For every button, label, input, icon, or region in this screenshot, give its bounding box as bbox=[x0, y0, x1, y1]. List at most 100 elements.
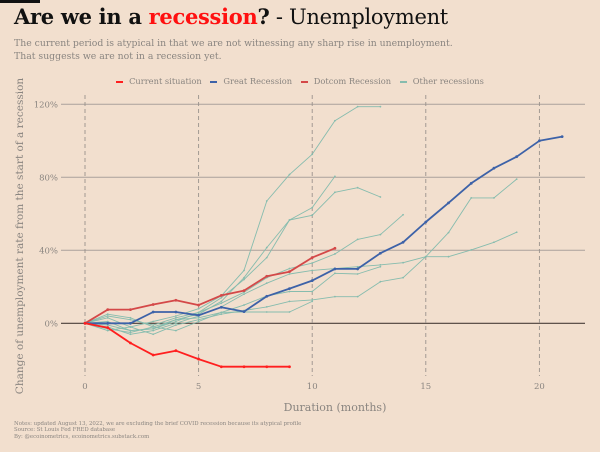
legend-swatch-current bbox=[116, 80, 124, 83]
legend-label: Dotcom Recession bbox=[313, 76, 392, 86]
data-point-other bbox=[243, 269, 245, 272]
data-point-other bbox=[379, 265, 382, 268]
data-point-other bbox=[129, 326, 132, 328]
data-point-current bbox=[197, 357, 201, 361]
notes: Notes: updated August 13, 2022, we are e… bbox=[14, 421, 301, 440]
data-point-other bbox=[129, 333, 132, 336]
data-point-other bbox=[379, 105, 382, 108]
data-point-other bbox=[106, 316, 109, 319]
data-point-other bbox=[311, 153, 314, 156]
legend-label: Great Recession bbox=[223, 76, 293, 86]
data-point-dotcom bbox=[288, 270, 291, 274]
legend-swatch-other bbox=[399, 80, 407, 83]
legend-item-other: Other recessions bbox=[399, 76, 484, 86]
data-point-great bbox=[378, 251, 382, 255]
title-bold: Are we in a bbox=[14, 4, 149, 29]
data-point-other bbox=[243, 278, 245, 281]
data-point-other bbox=[243, 293, 245, 295]
data-point-other bbox=[493, 197, 495, 199]
data-point-other bbox=[311, 269, 314, 272]
data-point-other bbox=[174, 318, 177, 321]
data-point-other bbox=[220, 300, 223, 303]
data-point-other bbox=[197, 318, 200, 321]
data-point-other bbox=[220, 311, 223, 314]
data-point-current bbox=[129, 341, 132, 345]
data-point-dotcom bbox=[333, 246, 337, 250]
data-point-other bbox=[379, 280, 382, 283]
data-point-other bbox=[106, 315, 109, 317]
data-point-current bbox=[174, 349, 178, 353]
series-line-other bbox=[84, 178, 517, 335]
data-point-other bbox=[356, 295, 359, 298]
data-point-other bbox=[174, 329, 177, 332]
data-point-other bbox=[129, 331, 132, 334]
data-point-other bbox=[152, 324, 155, 327]
data-point-other bbox=[152, 320, 155, 323]
data-point-great bbox=[515, 155, 519, 159]
data-point-great bbox=[106, 321, 110, 325]
data-point-dotcom bbox=[265, 274, 269, 278]
data-point-other bbox=[265, 256, 268, 259]
data-point-other bbox=[220, 302, 223, 305]
data-point-other bbox=[174, 322, 177, 325]
data-point-other bbox=[288, 219, 291, 221]
series-line-other bbox=[84, 214, 404, 332]
y-tick-label: 80% bbox=[39, 173, 58, 183]
subtitle-line-2: That suggests we are not in a recession … bbox=[14, 51, 222, 62]
legend-item-great: Great Recession bbox=[210, 76, 292, 86]
data-point-other bbox=[197, 311, 200, 314]
data-point-great bbox=[447, 201, 450, 205]
data-point-other bbox=[243, 304, 245, 306]
data-point-current bbox=[83, 321, 87, 325]
data-point-great bbox=[469, 181, 473, 185]
top-accent-bar bbox=[0, 0, 40, 3]
data-point-other bbox=[174, 315, 177, 317]
legend-item-current: Current situation bbox=[116, 76, 202, 86]
data-point-great bbox=[174, 310, 178, 314]
data-point-great bbox=[560, 135, 564, 139]
data-point-other bbox=[220, 313, 223, 316]
data-point-great bbox=[538, 139, 541, 143]
y-tick-label: 40% bbox=[39, 246, 58, 256]
title-rest: - Unemployment bbox=[269, 5, 448, 29]
data-point-other bbox=[174, 316, 177, 319]
data-point-current bbox=[288, 365, 291, 369]
data-point-great bbox=[401, 240, 405, 244]
series-line-great bbox=[85, 135, 563, 325]
data-point-other bbox=[152, 327, 155, 330]
data-point-other bbox=[402, 261, 404, 264]
data-point-other bbox=[197, 320, 200, 323]
y-tick-label: 0% bbox=[45, 319, 59, 329]
data-point-other bbox=[515, 231, 518, 234]
subtitle: The current period is atypical in that w… bbox=[14, 37, 453, 63]
series-line-other bbox=[84, 187, 381, 326]
legend-item-dotcom: Dotcom Recession bbox=[300, 76, 392, 86]
data-point-great bbox=[424, 220, 428, 224]
data-point-other bbox=[288, 290, 291, 293]
data-point-dotcom bbox=[242, 289, 246, 293]
series-line-dotcom bbox=[84, 247, 336, 325]
data-point-great bbox=[265, 294, 269, 298]
data-point-other bbox=[334, 253, 336, 255]
notes-line-2: Source: St Louis Fed FRED database bbox=[14, 427, 116, 434]
data-point-other bbox=[356, 238, 359, 241]
data-point-other bbox=[356, 105, 359, 108]
data-point-current bbox=[242, 365, 246, 369]
data-point-other bbox=[470, 197, 473, 199]
data-point-other bbox=[265, 246, 268, 249]
x-tick-label: 5 bbox=[196, 382, 201, 392]
data-point-dotcom bbox=[310, 256, 314, 259]
data-point-other bbox=[334, 175, 336, 178]
data-point-other bbox=[197, 307, 200, 310]
data-point-dotcom bbox=[129, 308, 132, 312]
data-point-other bbox=[447, 255, 450, 258]
data-point-other bbox=[356, 273, 359, 275]
data-point-dotcom bbox=[174, 298, 178, 302]
data-point-dotcom bbox=[106, 308, 110, 312]
data-point-other bbox=[470, 249, 473, 251]
data-point-other bbox=[311, 262, 314, 264]
data-point-other bbox=[106, 329, 109, 332]
data-point-other bbox=[447, 231, 450, 234]
data-point-other bbox=[379, 233, 382, 236]
